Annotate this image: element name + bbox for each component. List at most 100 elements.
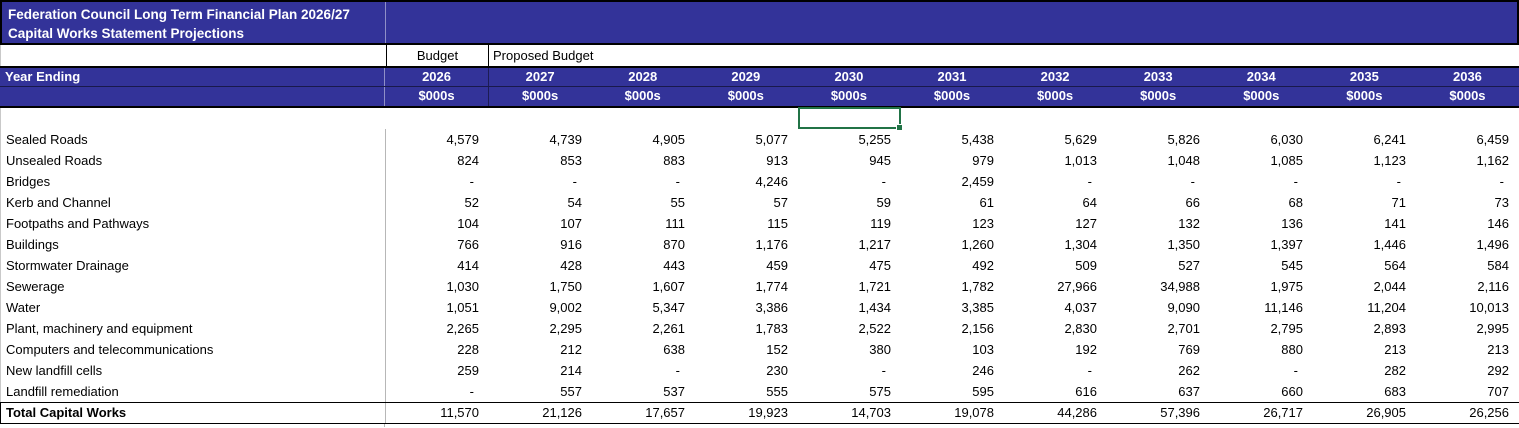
year-header-2027[interactable]: 2027 <box>488 68 591 86</box>
table-cell[interactable]: 4,037 <box>1064 300 1097 315</box>
table-cell[interactable]: - <box>469 174 474 189</box>
table-cell[interactable]: 2,830 <box>1064 321 1097 336</box>
table-cell[interactable]: 564 <box>1384 258 1406 273</box>
units-cell-2031[interactable]: $000s <box>933 88 971 103</box>
table-cell[interactable]: 555 <box>766 384 788 399</box>
table-cell[interactable]: 414 <box>457 258 479 273</box>
table-cell[interactable]: 64 <box>1082 195 1097 210</box>
table-cell[interactable]: - <box>1396 174 1401 189</box>
table-cell[interactable]: 1,446 <box>1373 237 1406 252</box>
table-cell[interactable]: 595 <box>972 384 994 399</box>
table-cell[interactable]: 192 <box>1075 342 1097 357</box>
table-cell[interactable]: 1,783 <box>755 321 788 336</box>
table-cell[interactable]: 979 <box>972 153 994 168</box>
table-cell[interactable]: 66 <box>1185 195 1200 210</box>
table-cell[interactable]: 1,304 <box>1064 237 1097 252</box>
table-cell[interactable]: 475 <box>869 258 891 273</box>
table-cell[interactable]: - <box>1190 174 1195 189</box>
table-cell[interactable]: 1,217 <box>858 237 891 252</box>
table-cell[interactable]: - <box>1087 174 1092 189</box>
table-cell[interactable]: 54 <box>567 195 582 210</box>
table-cell[interactable]: 2,044 <box>1373 279 1406 294</box>
table-cell[interactable]: 5,629 <box>1064 132 1097 147</box>
total-cell[interactable]: 21,126 <box>542 405 582 420</box>
table-cell[interactable]: 2,265 <box>446 321 479 336</box>
table-cell[interactable]: 916 <box>560 237 582 252</box>
table-cell[interactable]: 1,162 <box>1476 153 1509 168</box>
table-cell[interactable]: 259 <box>457 363 479 378</box>
table-cell[interactable]: 107 <box>560 216 582 231</box>
table-cell[interactable]: 11,204 <box>1367 300 1406 315</box>
table-cell[interactable]: 152 <box>766 342 788 357</box>
table-cell[interactable]: - <box>1087 363 1092 378</box>
selected-cell[interactable] <box>798 107 902 130</box>
table-cell[interactable]: 2,295 <box>549 321 582 336</box>
table-cell[interactable]: 5,255 <box>858 132 891 147</box>
table-cell[interactable]: - <box>572 174 577 189</box>
table-cell[interactable]: 230 <box>766 363 788 378</box>
table-cell[interactable]: 638 <box>663 342 685 357</box>
table-cell[interactable]: 146 <box>1487 216 1509 231</box>
row-label[interactable]: Stormwater Drainage <box>1 255 386 276</box>
table-cell[interactable]: 73 <box>1494 195 1509 210</box>
table-cell[interactable]: 5,077 <box>755 132 788 147</box>
units-cell-2029[interactable]: $000s <box>727 88 764 103</box>
units-cell-2033[interactable]: $000s <box>1140 88 1177 103</box>
total-cell[interactable]: 17,657 <box>645 405 685 420</box>
table-cell[interactable]: 1,030 <box>446 279 479 294</box>
table-cell[interactable]: 213 <box>1487 342 1509 357</box>
table-cell[interactable]: 2,459 <box>961 174 994 189</box>
table-cell[interactable]: 575 <box>869 384 891 399</box>
row-label[interactable]: New landfill cells <box>1 360 386 381</box>
year-header-2036[interactable]: 2036 <box>1452 69 1482 84</box>
table-cell[interactable]: 545 <box>1281 258 1303 273</box>
year-header-2028[interactable]: 2028 <box>628 69 658 84</box>
table-cell[interactable]: 5,438 <box>961 132 994 147</box>
row-label[interactable]: Unsealed Roads <box>1 150 386 171</box>
table-cell[interactable]: 246 <box>972 363 994 378</box>
table-cell[interactable]: 9,002 <box>549 300 582 315</box>
row-label[interactable]: Plant, machinery and equipment <box>1 318 386 339</box>
table-cell[interactable]: 2,893 <box>1373 321 1406 336</box>
table-cell[interactable]: 683 <box>1384 384 1406 399</box>
table-cell[interactable]: 1,176 <box>755 237 788 252</box>
table-cell[interactable]: 4,739 <box>549 132 582 147</box>
table-cell[interactable]: 2,701 <box>1167 321 1200 336</box>
table-cell[interactable]: 4,579 <box>446 132 479 147</box>
table-cell[interactable]: - <box>1293 363 1298 378</box>
table-cell[interactable]: 913 <box>766 153 788 168</box>
table-cell[interactable]: 10,013 <box>1469 300 1509 315</box>
table-cell[interactable]: 1,721 <box>858 279 891 294</box>
table-cell[interactable]: 428 <box>560 258 582 273</box>
table-cell[interactable]: 212 <box>560 342 582 357</box>
row-label[interactable]: Landfill remediation <box>1 381 386 402</box>
table-cell[interactable]: 766 <box>457 237 479 252</box>
table-cell[interactable]: 945 <box>869 153 891 168</box>
table-cell[interactable]: 3,385 <box>961 300 994 315</box>
table-cell[interactable]: 52 <box>464 195 479 210</box>
units-cell-2032[interactable]: $000s <box>1037 88 1074 103</box>
year-header-2030[interactable]: 2030 <box>834 69 864 84</box>
table-cell[interactable]: 55 <box>670 195 685 210</box>
table-cell[interactable]: 1,013 <box>1064 153 1097 168</box>
table-cell[interactable]: 1,975 <box>1270 279 1303 294</box>
table-cell[interactable]: 1,051 <box>446 300 479 315</box>
table-cell[interactable]: - <box>881 363 886 378</box>
table-cell[interactable]: 1,434 <box>858 300 891 315</box>
table-cell[interactable]: 282 <box>1384 363 1406 378</box>
table-cell[interactable]: 853 <box>560 153 582 168</box>
table-cell[interactable]: 1,750 <box>549 279 582 294</box>
table-cell[interactable]: 1,048 <box>1167 153 1200 168</box>
table-cell[interactable]: 824 <box>457 153 479 168</box>
table-cell[interactable]: 123 <box>972 216 994 231</box>
table-cell[interactable]: 2,261 <box>652 321 685 336</box>
table-cell[interactable]: 1,496 <box>1476 237 1509 252</box>
units-cell-2034[interactable]: $000s <box>1243 88 1280 103</box>
table-cell[interactable]: 4,905 <box>652 132 685 147</box>
year-header-2035[interactable]: 2035 <box>1349 69 1379 84</box>
table-cell[interactable]: 136 <box>1281 216 1303 231</box>
table-cell[interactable]: 6,459 <box>1476 132 1509 147</box>
year-header-2031[interactable]: 2031 <box>937 69 967 84</box>
year-ending-label[interactable]: Year Ending <box>0 68 385 86</box>
total-cell[interactable]: 57,396 <box>1160 405 1200 420</box>
